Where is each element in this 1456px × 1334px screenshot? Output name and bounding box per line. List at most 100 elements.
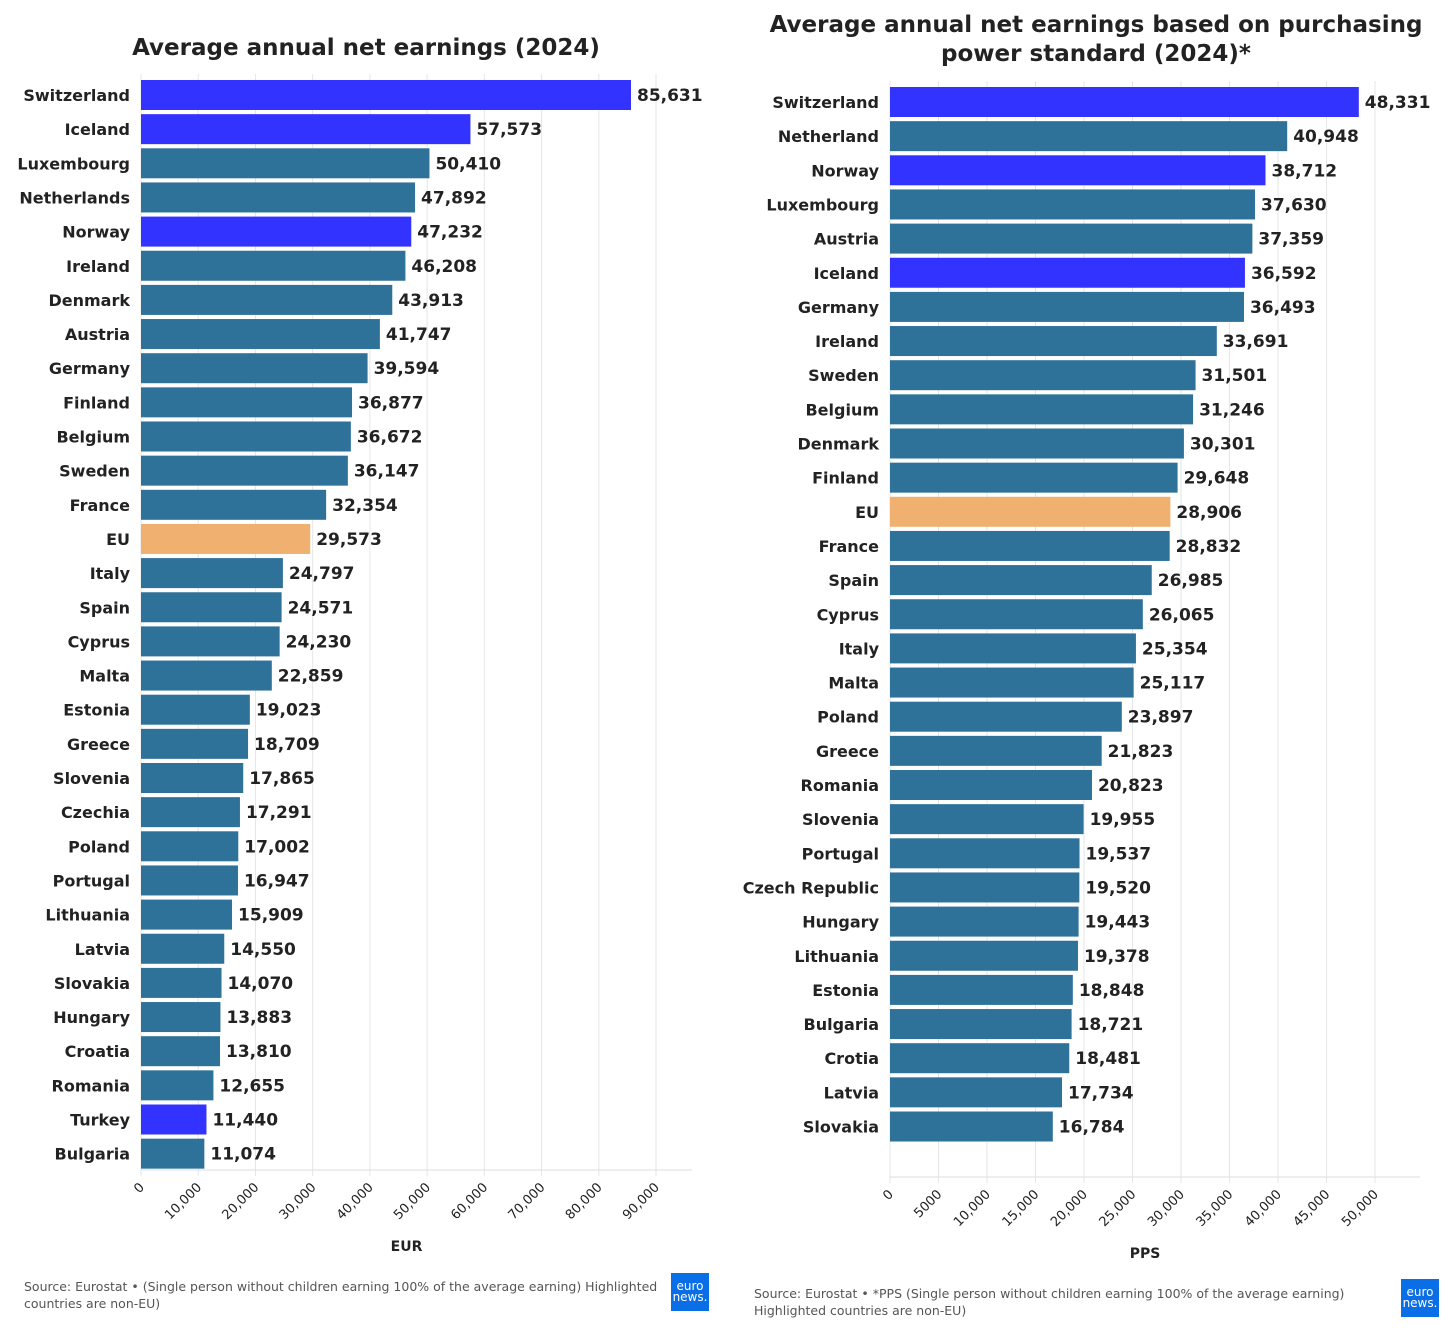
chart2-value-label: 29,648 [1184, 469, 1250, 489]
chart2-bar [890, 565, 1152, 596]
chart2-category-label: Sweden [808, 366, 879, 385]
chart1-bar [141, 1002, 221, 1033]
chart2-value-label: 28,832 [1176, 537, 1242, 557]
chart2-category-label: Slovakia [803, 1118, 879, 1137]
chart2-category-label: Czech Republic [743, 878, 879, 897]
chart2-category-label: Iceland [814, 264, 879, 283]
chart2-category-label: Lithuania [794, 947, 879, 966]
chart2-category-label: Italy [839, 639, 880, 658]
chart2-category-label: Poland [817, 708, 879, 727]
chart2-x-tick-label: 40,000 [1242, 1187, 1285, 1230]
chart1-value-label: 15,909 [238, 906, 304, 926]
chart1-value-label: 13,883 [226, 1008, 292, 1028]
chart2-bar [890, 735, 1102, 766]
chart2-category-label: Greece [816, 742, 879, 761]
chart1-x-tick-label: 30,000 [277, 1180, 320, 1223]
chart1-category-label: Croatia [65, 1042, 130, 1061]
chart2-category-label: Malta [828, 674, 879, 693]
chart1-x-tick-label: 50,000 [391, 1180, 434, 1223]
chart1-value-label: 32,354 [332, 496, 398, 516]
chart1-category-label: Portugal [53, 871, 130, 890]
chart1-category-label: Sweden [59, 462, 130, 481]
chart2-value-label: 30,301 [1190, 435, 1256, 455]
chart2-bar [890, 599, 1143, 630]
chart1-bar [141, 387, 353, 418]
chart2-category-label: Crotia [824, 1049, 879, 1068]
chart1-bar [141, 797, 240, 828]
chart1-category-label: Belgium [56, 428, 130, 447]
chart1-bar [141, 1070, 214, 1101]
chart1-bar [141, 182, 416, 213]
chart2-value-label: 19,537 [1086, 844, 1152, 864]
chart1-x-tick-label: 0 [131, 1180, 147, 1196]
chart2-bar [890, 667, 1134, 698]
chart1-category-label: Netherlands [19, 188, 130, 207]
chart2-x-tick-label: 20,000 [1048, 1187, 1091, 1230]
chart1-value-label: 57,573 [476, 120, 542, 140]
logo-text: euro [676, 1279, 704, 1293]
chart1-category-label: Iceland [65, 120, 130, 139]
chart2-value-label: 40,948 [1293, 127, 1359, 147]
chart2-bar [890, 1009, 1072, 1040]
chart1-value-label: 41,747 [386, 325, 452, 345]
chart1-bar [141, 216, 412, 247]
chart2-category-label: Spain [828, 571, 879, 590]
chart2-value-label: 48,331 [1365, 93, 1431, 113]
chart2-value-label: 37,630 [1261, 195, 1327, 215]
chart2-title: power standard (2024)* [941, 41, 1251, 67]
chart1-category-label: Austria [65, 325, 130, 344]
logo-text: news. [672, 1290, 708, 1304]
chart2-category-label: Cyprus [817, 605, 879, 624]
chart2-bar [890, 121, 1288, 152]
chart2-category-label: Hungary [802, 913, 879, 932]
chart1-value-label: 36,672 [357, 428, 423, 448]
chart1-value-label: 50,410 [435, 154, 501, 174]
chart1-category-label: Luxembourg [17, 154, 130, 173]
chart2-bar [890, 1111, 1053, 1142]
chart2-category-label: Finland [812, 469, 879, 488]
chart2-bar [890, 428, 1184, 459]
chart1-category-label: Italy [90, 564, 131, 583]
chart2-category-label: Latvia [824, 1083, 879, 1102]
chart2-category-label: EU [855, 503, 879, 522]
chart2-x-tick-label: 35,000 [1194, 1187, 1237, 1230]
chart2-x-tick-label: 50,000 [1339, 1187, 1382, 1230]
chart1-bar [141, 114, 471, 145]
chart1-bar [141, 1036, 221, 1067]
chart2-category-label: Luxembourg [766, 195, 879, 214]
chart1-bar [141, 831, 239, 862]
chart1-value-label: 22,859 [278, 667, 344, 687]
chart1-category-label: Malta [79, 667, 130, 686]
chart1-x-tick-label: 70,000 [506, 1180, 549, 1223]
chart2-bar [890, 326, 1217, 357]
chart1-category-label: Lithuania [45, 906, 130, 925]
chart2-x-tick-label: 0 [880, 1187, 896, 1203]
chart1-category-label: Slovakia [54, 974, 130, 993]
chart2-value-label: 20,823 [1098, 776, 1164, 796]
chart1-value-label: 14,550 [230, 940, 296, 960]
chart2-bar [890, 1077, 1063, 1108]
chart2-value-label: 36,493 [1250, 298, 1316, 318]
chart2-bar [890, 633, 1136, 664]
chart2-bar [890, 770, 1092, 800]
chart2-x-tick-label: 5000 [911, 1187, 945, 1221]
chart2-bar [890, 360, 1196, 391]
chart1-category-label: Romania [52, 1076, 130, 1095]
chart2-value-label: 36,592 [1251, 264, 1317, 284]
chart2-category-label: Ireland [815, 332, 879, 351]
chart2-value-label: 25,354 [1142, 639, 1208, 659]
chart2-value-label: 19,378 [1084, 947, 1150, 967]
chart1-value-label: 18,709 [254, 735, 320, 755]
chart1-bar [141, 319, 380, 350]
chart2-value-label: 38,712 [1272, 161, 1338, 181]
right-source-note: Source: Eurostat • *PPS (Single person w… [754, 1286, 1345, 1318]
chart2-bar [890, 838, 1080, 869]
chart1-value-label: 47,892 [421, 188, 487, 208]
chart2-category-label: Romania [801, 776, 879, 795]
chart2-bar [890, 189, 1256, 220]
chart2-value-label: 21,823 [1108, 742, 1174, 762]
chart1-category-label: Ireland [66, 257, 130, 276]
chart2-category-label: Switzerland [772, 93, 879, 112]
